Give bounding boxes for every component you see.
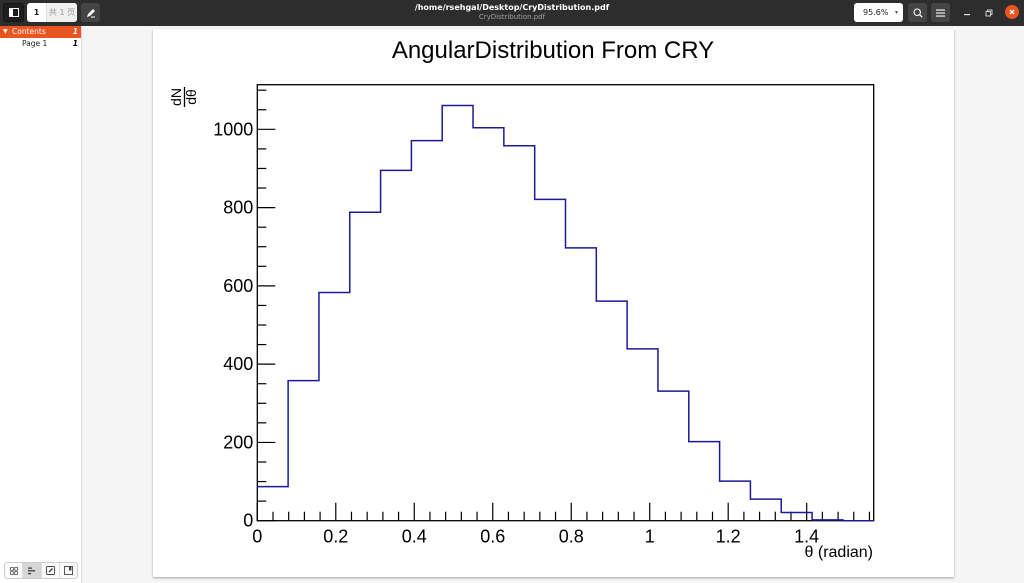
axes: 0 200 400 600 800 1000 0 0.2 0.4 0.6 0.8 1 1.2 1.4 <box>213 84 875 547</box>
x-tick-label: 1.4 <box>794 527 819 547</box>
toc-item-label: Contents <box>12 27 46 36</box>
zoom-level-value: 95.6% <box>863 8 889 17</box>
sidebar: ▼ Contents 1 Page 1 1 <box>0 26 82 583</box>
histogram-line <box>257 104 874 522</box>
y-tick-label: 0 <box>243 511 253 531</box>
minimize-icon <box>964 13 970 15</box>
y-tick-label: 1000 <box>213 119 253 139</box>
close-button[interactable] <box>1005 5 1019 19</box>
sidebar-icon <box>8 8 19 17</box>
x-tick-label: 1.2 <box>716 527 741 547</box>
toc-item-contents[interactable]: ▼ Contents 1 <box>0 26 81 38</box>
x-tick-label: 0.2 <box>323 527 348 547</box>
chevron-down-icon: ▾ <box>894 9 898 16</box>
y-tick-label: 800 <box>223 198 253 218</box>
x-tick-label: 0.8 <box>559 527 584 547</box>
minimize-button[interactable] <box>960 3 974 22</box>
y-tick-label: 600 <box>223 276 253 296</box>
pdf-page: AngularDistribution From CRY dN dθ 0 200 4… <box>153 29 954 577</box>
maximize-button[interactable] <box>982 3 996 22</box>
toc-item-page: 1 <box>72 27 78 36</box>
histogram-chart: AngularDistribution From CRY dN dθ 0 200 4… <box>168 37 875 561</box>
x-axis-label: θ (radian) <box>805 544 873 561</box>
y-label-denominator: dθ <box>183 89 199 105</box>
y-tick-label: 200 <box>223 432 253 452</box>
bookmark-icon <box>63 566 73 575</box>
toc-item-label: Page 1 <box>22 39 48 48</box>
y-axis-label: dN dθ <box>168 87 199 107</box>
menu-button[interactable] <box>931 3 950 22</box>
toc-item-page: 1 <box>72 39 78 48</box>
search-icon <box>912 7 923 18</box>
close-icon <box>1009 9 1015 15</box>
y-label-numerator: dN <box>168 88 184 106</box>
sidebar-view-switcher <box>4 562 78 579</box>
toc-item-page-1[interactable]: Page 1 1 <box>0 38 81 50</box>
chart-title: AngularDistribution From CRY <box>392 37 714 64</box>
maximize-icon <box>985 9 993 16</box>
tab-thumbnails[interactable] <box>5 563 24 578</box>
tab-annotations[interactable] <box>42 563 60 578</box>
hamburger-icon <box>936 9 945 17</box>
tab-bookmarks[interactable] <box>60 563 77 578</box>
x-tick-label: 0.6 <box>480 527 505 547</box>
x-tick-label: 1 <box>645 527 655 547</box>
annotate-button[interactable] <box>81 3 100 22</box>
x-tick-label: 0 <box>252 527 262 547</box>
outline-list-icon <box>27 567 35 574</box>
pencil-icon <box>86 8 95 17</box>
expander-arrow-icon[interactable]: ▼ <box>3 28 8 35</box>
annotations-icon <box>45 566 55 575</box>
sidebar-toggle-button[interactable] <box>3 3 24 22</box>
x-tick-label: 0.4 <box>402 527 427 547</box>
thumbnails-grid-icon <box>9 566 18 575</box>
header-bar: 1 共 1 页 /home/rsehgal/Desktop/CryDistrib… <box>0 0 1024 26</box>
zoom-level-dropdown[interactable]: 95.6% ▾ <box>854 3 903 22</box>
tab-outline[interactable] <box>23 563 42 578</box>
page-number-entry[interactable]: 1 共 1 页 <box>27 3 77 22</box>
search-button[interactable] <box>908 3 927 22</box>
total-pages-label: 共 1 页 <box>46 3 77 22</box>
plot-frame <box>256 84 875 522</box>
y-tick-label: 400 <box>223 354 253 374</box>
current-page-input[interactable]: 1 <box>33 8 40 17</box>
